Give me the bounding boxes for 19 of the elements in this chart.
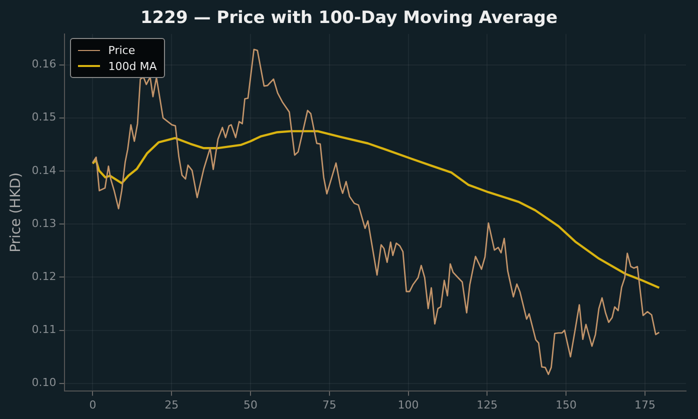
x-tick-label: 125	[476, 398, 498, 412]
x-tick-label: 175	[634, 398, 656, 412]
y-axis-title: Price (HKD)	[8, 172, 24, 252]
x-tick-label: 25	[164, 398, 179, 412]
y-tick-label: 0.14	[32, 164, 56, 177]
x-tick-label: 150	[556, 398, 577, 412]
chart-title: 1229 — Price with 100-Day Moving Average	[139, 8, 559, 28]
y-tick-label: 0.15	[32, 110, 56, 124]
y-tick-label: 0.13	[32, 216, 56, 230]
y-tick-label: 0.11	[32, 323, 56, 336]
x-tick-label: 75	[322, 398, 336, 412]
legend-label: 100d MA	[108, 60, 157, 72]
x-tick-label: 50	[243, 398, 258, 412]
y-tick-label: 0.16	[32, 58, 56, 71]
x-tick-label: 100	[398, 398, 419, 412]
legend-label: Price	[108, 44, 136, 56]
y-tick-label: 0.10	[32, 376, 56, 390]
x-tick-label: 0	[89, 398, 96, 412]
y-tick-label: 0.12	[32, 270, 56, 284]
